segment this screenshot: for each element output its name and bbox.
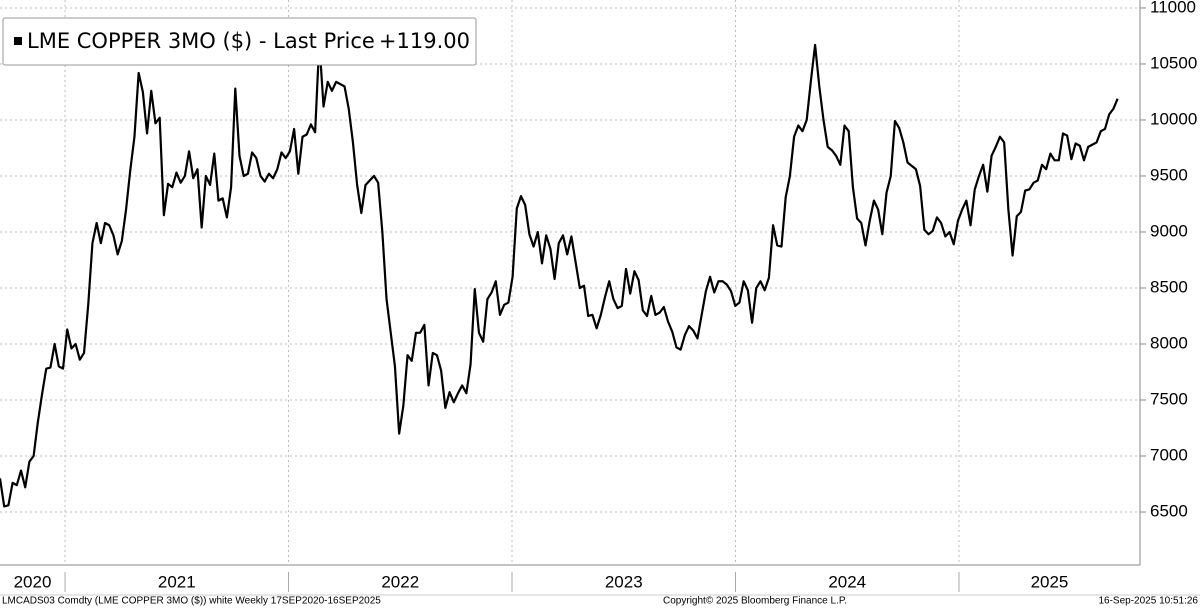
footer-left: LMCADS03 Comdty (LME COPPER 3MO ($)) whi…	[2, 596, 381, 607]
price-line	[0, 40, 1119, 508]
legend-swatch	[14, 37, 22, 45]
y-tick-label: 10500	[1150, 53, 1197, 72]
y-tick-label: 6500	[1150, 502, 1188, 521]
footer-center: Copyright© 2025 Bloomberg Finance L.P.	[663, 596, 847, 607]
y-tick-label: 11000	[1150, 0, 1196, 16]
x-tick-label: 2020	[14, 572, 52, 591]
y-tick-label: 10000	[1150, 109, 1197, 128]
plot-area	[0, 0, 1140, 565]
y-tick-label: 9500	[1150, 165, 1188, 184]
lines	[0, 40, 1119, 508]
y-tick-label: 7000	[1150, 445, 1188, 464]
x-tick-label: 2024	[828, 572, 866, 591]
legend-label: LME COPPER 3MO ($) - Last Price	[27, 29, 375, 53]
x-tick-label: 2021	[158, 572, 196, 591]
footer-right: 16-Sep-2025 10:51:26	[1098, 596, 1198, 607]
y-tick-label: 7500	[1150, 389, 1188, 408]
y-tick-label: 9000	[1150, 221, 1188, 240]
legend-change: +119.00	[379, 29, 470, 53]
x-tick-label: 2022	[381, 572, 419, 591]
x-tick-label: 2025	[1031, 572, 1069, 591]
y-tick-label: 8000	[1150, 333, 1188, 352]
x-tick-label: 2023	[605, 572, 643, 591]
y-tick-label: 8500	[1150, 277, 1188, 296]
grid	[0, 0, 1140, 565]
legend-box	[2, 17, 477, 66]
